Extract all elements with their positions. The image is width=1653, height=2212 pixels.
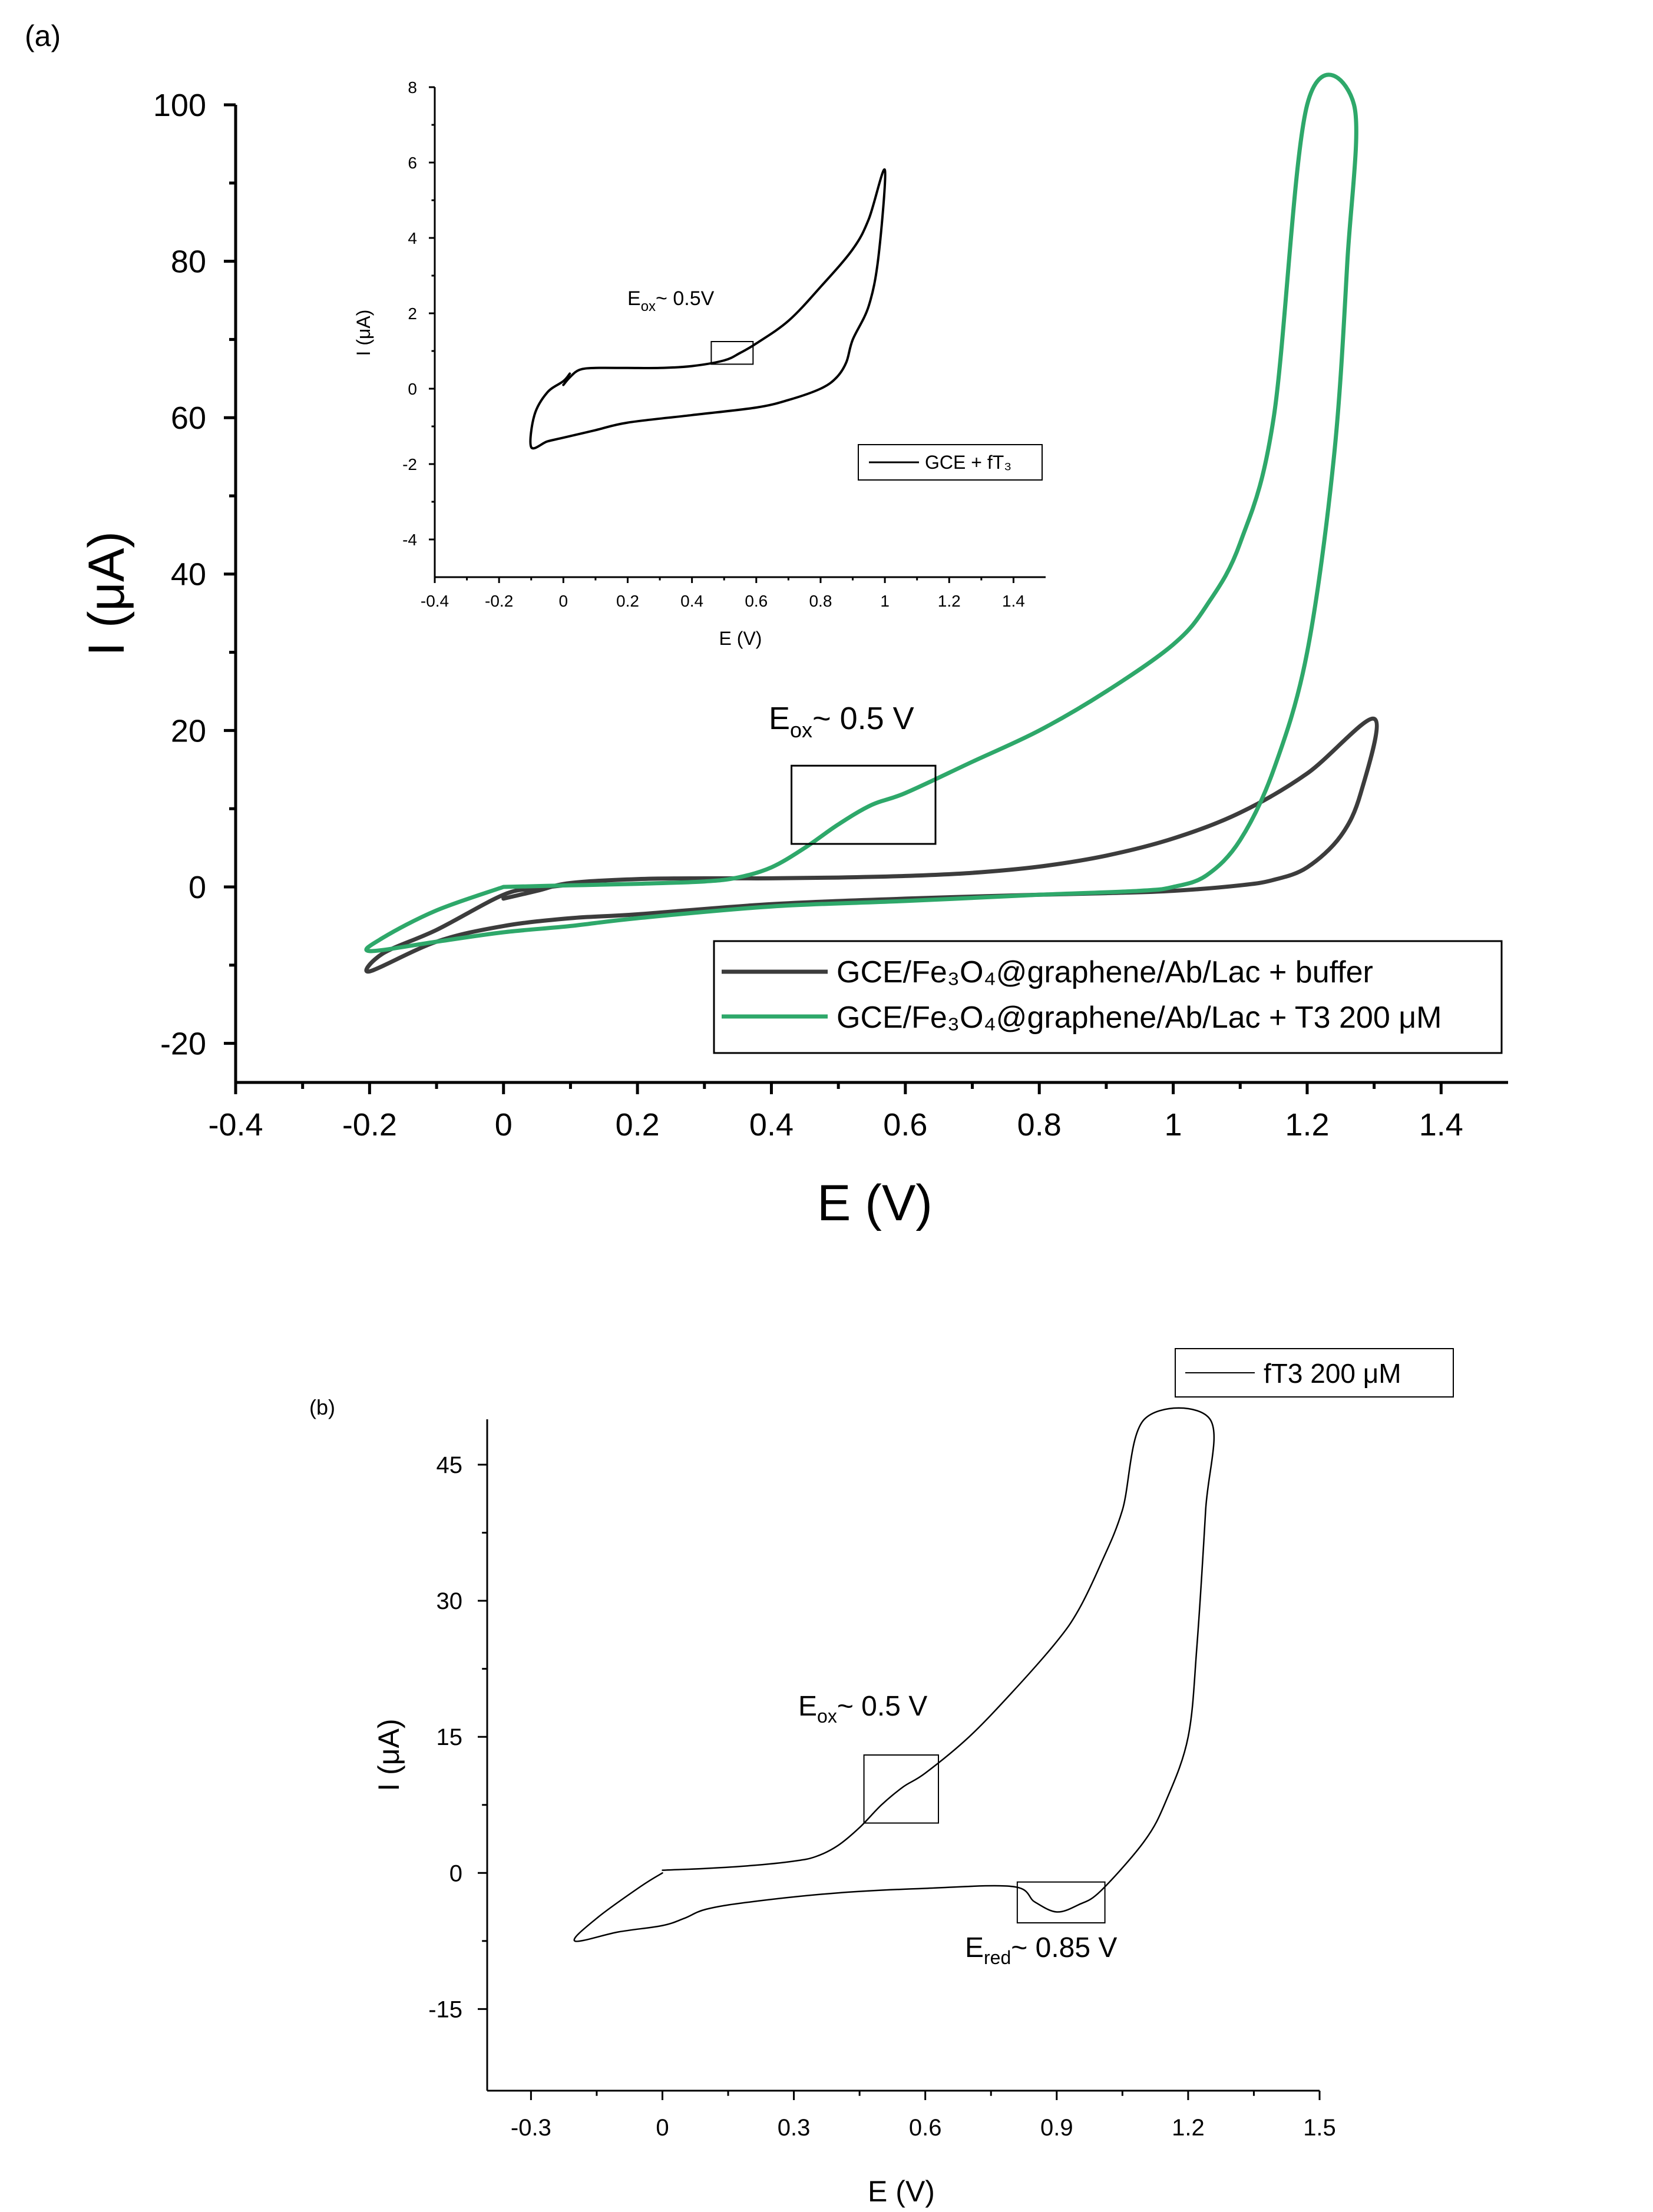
inset-x-tick-label: 0.2: [616, 592, 639, 610]
panel-a-x-tick-label: 0.8: [1017, 1107, 1062, 1143]
panel-b-y-tick-label: 15: [437, 1724, 463, 1750]
panel-a-x-tick-label: 0.2: [616, 1107, 660, 1143]
panel-b-y-axis-label: I (μA): [372, 1718, 405, 1791]
inset-x-tick-label: 0.4: [680, 592, 703, 610]
inset-x-axis-label: E (V): [719, 628, 762, 649]
panel-b-series-0: [573, 1407, 1215, 1942]
panel-b-x-axis-label: E (V): [868, 2175, 935, 2208]
panel-b-legend-label: fT3 200 μM: [1264, 1358, 1401, 1389]
panel-a-y-axis-label: I (μA): [78, 531, 135, 656]
panel-b-x-tick-label: 0.3: [778, 2115, 811, 2141]
panel-a-x-tick-label: -0.2: [342, 1107, 397, 1143]
panel-b-label: (b): [309, 1395, 335, 1419]
panel-b-red-box: [1016, 1881, 1106, 1924]
inset-y-tick-label: 4: [408, 229, 417, 247]
inset-y-axis-label: I (μA): [353, 310, 374, 356]
inset-ox-box: [710, 341, 754, 365]
panel-b-y-tick-label: 45: [437, 1452, 463, 1478]
panel-a-y-tick-label: -20: [160, 1026, 206, 1062]
panel-b-x-tick-label: 0.9: [1040, 2115, 1073, 2141]
panel-a-y-tick-label: 60: [171, 400, 206, 436]
inset-y-tick-label: 8: [408, 78, 417, 97]
panel-b: (b) -15 0 15 30 45 -0.3 0 0.3 0.6 0.9 1.2 1.5 E (V…: [309, 1348, 1454, 2208]
panel-a-y-tick-label: 80: [171, 244, 206, 280]
inset-x-tick-label: 1.2: [938, 592, 961, 610]
panel-a-x-tick-label: 0: [495, 1107, 513, 1143]
inset-x-tick-label: 1: [880, 592, 890, 610]
panel-b-x-tick-label: 1.2: [1172, 2115, 1205, 2141]
inset-ox-annotation: Eox~ 0.5V: [627, 287, 715, 314]
panel-a-x-tick-label: 1.4: [1419, 1107, 1463, 1143]
panel-a-y-tick-label: 100: [153, 88, 206, 123]
panel-b-x-tick-label: 1.5: [1303, 2115, 1336, 2141]
inset-y-tick-label: -2: [402, 455, 417, 473]
panel-a-legend-frame: [713, 940, 1503, 1054]
panel-a-axes: [234, 105, 1508, 1084]
panel-b-y-tick-label: -15: [428, 1996, 462, 2022]
panel-a-inset: -4 -2 0 2 4 6 8 -0.4 -0.2 0 0.2 0.4 0.6 0.8 1 1.2 1.4 E…: [353, 78, 1046, 649]
panel-a-x-axis-label: E (V): [817, 1175, 933, 1231]
inset-y-tick-label: 6: [408, 154, 417, 172]
panel-a-legend-label-t3: GCE/Fe₃O₄@graphene/Ab/Lac + T3 200 μM: [837, 1001, 1442, 1035]
inset-x-tick-label: 0: [559, 592, 568, 610]
panel-a-y-tick-label: 20: [171, 713, 206, 749]
panel-a-ox-box: [791, 764, 937, 845]
panel-b-x-tick-label: -0.3: [511, 2115, 551, 2141]
inset-legend-label: GCE + fT₃: [925, 452, 1011, 473]
panel-a-series-0: [364, 716, 1379, 974]
panel-a-x-tick-label: 1: [1165, 1107, 1182, 1143]
panel-a-ox-annotation: Eox~ 0.5 V: [769, 701, 914, 742]
panel-a-legend: GCE/Fe₃O₄@graphene/Ab/Lac + buffer GCE/F…: [713, 940, 1503, 1054]
panel-b-red-annotation: Ered~ 0.85 V: [965, 1932, 1117, 1968]
panel-a-series-1: [364, 72, 1358, 953]
inset-y-tick-label: 2: [408, 304, 417, 323]
panel-a-x-tick-label: 0.6: [883, 1107, 927, 1143]
inset-x-tick-label: -0.2: [485, 592, 513, 610]
panel-b-ox-box: [863, 1754, 939, 1824]
inset-x-tick-label: 0.8: [809, 592, 832, 610]
panel-a-legend-label-buffer: GCE/Fe₃O₄@graphene/Ab/Lac + buffer: [837, 955, 1373, 989]
panel-a-x-tick-label: 1.2: [1285, 1107, 1329, 1143]
panel-b-x-tick-label: 0: [656, 2115, 669, 2141]
inset-y-tick-label: 0: [408, 380, 417, 398]
panel-b-y-tick-label: 0: [449, 1860, 462, 1886]
inset-x-tick-label: 1.4: [1002, 592, 1025, 610]
inset-x-tick-label: 0.6: [745, 592, 768, 610]
inset-series-0: [529, 168, 887, 450]
panel-b-x-tick-label: 0.6: [909, 2115, 942, 2141]
panel-a-x-tick-label: -0.4: [208, 1107, 263, 1143]
panel-a-y-tick-label: 40: [171, 557, 206, 592]
inset-x-tick-label: -0.4: [421, 592, 449, 610]
panel-a-y-tick-label: 0: [189, 870, 206, 905]
panel-a-x-tick-label: 0.4: [749, 1107, 794, 1143]
panel-b-ox-annotation: Eox~ 0.5 V: [798, 1691, 927, 1727]
inset-y-tick-label: -4: [402, 531, 417, 549]
panel-b-y-tick-label: 30: [437, 1588, 463, 1614]
panel-a-label: (a): [25, 19, 61, 52]
